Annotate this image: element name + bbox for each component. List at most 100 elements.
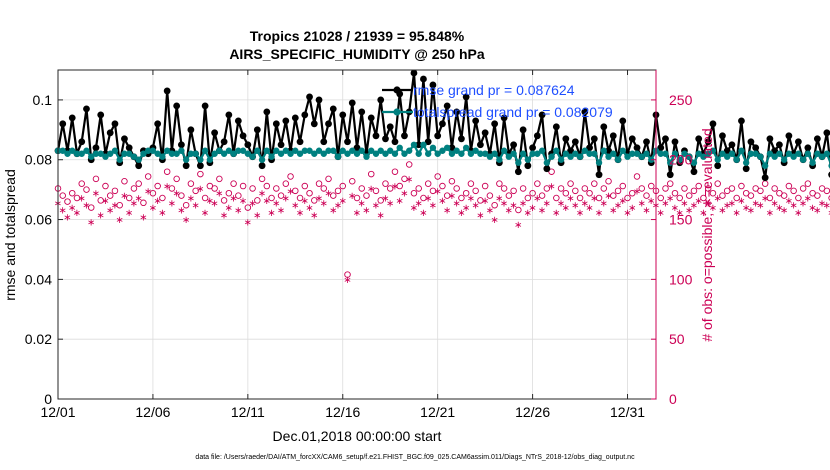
evaluated-obs-marker: ∗ <box>153 196 161 207</box>
evaluated-obs-marker: ∗ <box>339 196 347 207</box>
possible-obs-marker <box>572 187 579 195</box>
evaluated-obs-marker: ∗ <box>751 198 759 209</box>
possible-obs-marker <box>496 180 503 187</box>
evaluated-obs-marker: ∗ <box>220 210 228 221</box>
totalspread-point <box>97 150 104 157</box>
evaluated-obs-marker: ∗ <box>149 203 157 214</box>
possible-obs-marker <box>586 189 593 197</box>
totalspread-point <box>149 147 157 154</box>
possible-obs-marker <box>439 182 446 190</box>
rmse-point <box>704 138 712 146</box>
possible-obs-marker <box>638 185 646 192</box>
rmse-point <box>258 162 266 170</box>
possible-obs-marker <box>130 185 138 192</box>
rmse-point <box>633 144 641 152</box>
evaluated-obs-marker: ∗ <box>609 205 617 216</box>
possible-obs-marker <box>780 192 788 199</box>
possible-obs-marker <box>287 173 294 180</box>
evaluated-obs-marker: ∗ <box>661 198 669 209</box>
possible-obs-marker <box>704 185 712 192</box>
evaluated-obs-marker: ∗ <box>353 208 361 219</box>
totalspread-point <box>553 147 560 154</box>
evaluated-obs-marker: ∗ <box>101 196 109 207</box>
evaluated-obs-marker: ∗ <box>282 194 290 205</box>
totalspread-point <box>600 147 607 154</box>
totalspread-point <box>325 147 332 154</box>
right-y-tick-label-2: 100 <box>669 271 693 287</box>
evaluated-obs-marker: ∗ <box>628 203 636 214</box>
possible-obs-marker <box>619 182 627 190</box>
rmse-point <box>377 96 385 104</box>
rmse-point <box>234 117 242 125</box>
x-tick-label-5: 12/26 <box>515 404 550 420</box>
evaluated-obs-marker: ∗ <box>396 196 404 207</box>
evaluated-obs-marker: ∗ <box>210 198 218 209</box>
possible-obs-marker <box>197 170 204 178</box>
totalspread-point <box>301 147 308 154</box>
rmse-point <box>662 135 669 143</box>
possible-obs-marker <box>543 185 551 192</box>
possible-obs-marker <box>268 194 275 202</box>
rmse-point <box>320 138 328 146</box>
totalspread-point <box>738 147 745 154</box>
totalspread-point <box>154 150 161 157</box>
possible-obs-marker <box>102 182 109 190</box>
rmse-point <box>182 162 190 170</box>
possible-obs-marker <box>690 187 698 195</box>
rmse-point <box>605 147 612 155</box>
right-y-tick-label-0: 0 <box>669 391 677 407</box>
right-y-tick-label-5: 250 <box>669 92 693 108</box>
evaluated-obs-marker: ∗ <box>528 203 536 214</box>
possible-obs-marker <box>771 185 778 192</box>
evaluated-obs-marker: ∗ <box>714 194 722 205</box>
evaluated-obs-marker: ∗ <box>63 213 71 224</box>
rmse-point <box>296 138 304 146</box>
rmse-point <box>514 168 522 176</box>
rmse-point <box>785 132 793 140</box>
evaluated-obs-marker: ∗ <box>400 189 408 200</box>
evaluated-obs-marker: ∗ <box>571 201 579 212</box>
possible-obs-marker <box>78 180 85 187</box>
possible-obs-marker <box>135 180 142 187</box>
evaluated-obs-marker: ∗ <box>239 196 247 207</box>
totalspread-point <box>192 150 199 157</box>
totalspread-point <box>216 147 223 154</box>
rmse-point <box>671 138 679 146</box>
totalspread-point <box>785 150 793 157</box>
evaluated-obs-marker: ∗ <box>163 182 171 193</box>
totalspread-point <box>448 150 456 157</box>
evaluated-obs-marker: ∗ <box>671 203 679 214</box>
rmse-point <box>177 141 185 149</box>
rmse-point <box>552 123 560 131</box>
evaluated-obs-marker: ∗ <box>286 186 294 197</box>
x-tick-label-1: 12/06 <box>135 404 170 420</box>
evaluated-obs-marker: ∗ <box>514 220 522 231</box>
evaluated-obs-marker: ∗ <box>443 205 451 216</box>
rmse-point <box>348 99 356 107</box>
totalspread-point <box>382 150 389 157</box>
evaluated-obs-marker: ∗ <box>97 210 105 221</box>
totalspread-point <box>619 147 626 154</box>
totalspread-point <box>591 150 598 157</box>
rmse-point <box>420 75 427 83</box>
possible-obs-marker <box>747 192 755 199</box>
evaluated-obs-marker: ∗ <box>187 194 195 205</box>
rmse-point <box>253 126 261 134</box>
totalspread-point <box>353 150 361 157</box>
totalspread-point <box>486 153 494 160</box>
evaluated-obs-marker: ∗ <box>690 201 698 212</box>
totalspread-point <box>676 156 683 163</box>
totalspread-point <box>102 153 109 160</box>
totalspread-point <box>282 147 290 154</box>
possible-obs-marker <box>144 173 152 180</box>
possible-obs-marker <box>486 192 494 199</box>
rmse-point <box>391 138 399 146</box>
rmse-point <box>372 132 380 140</box>
totalspread-point <box>586 150 593 157</box>
rmse-point <box>567 147 574 155</box>
possible-obs-marker <box>121 178 128 185</box>
evaluated-obs-marker: ∗ <box>267 208 275 219</box>
evaluated-obs-marker: ∗ <box>139 213 147 224</box>
evaluated-obs-marker: ∗ <box>206 196 214 207</box>
possible-obs-marker <box>434 173 441 180</box>
